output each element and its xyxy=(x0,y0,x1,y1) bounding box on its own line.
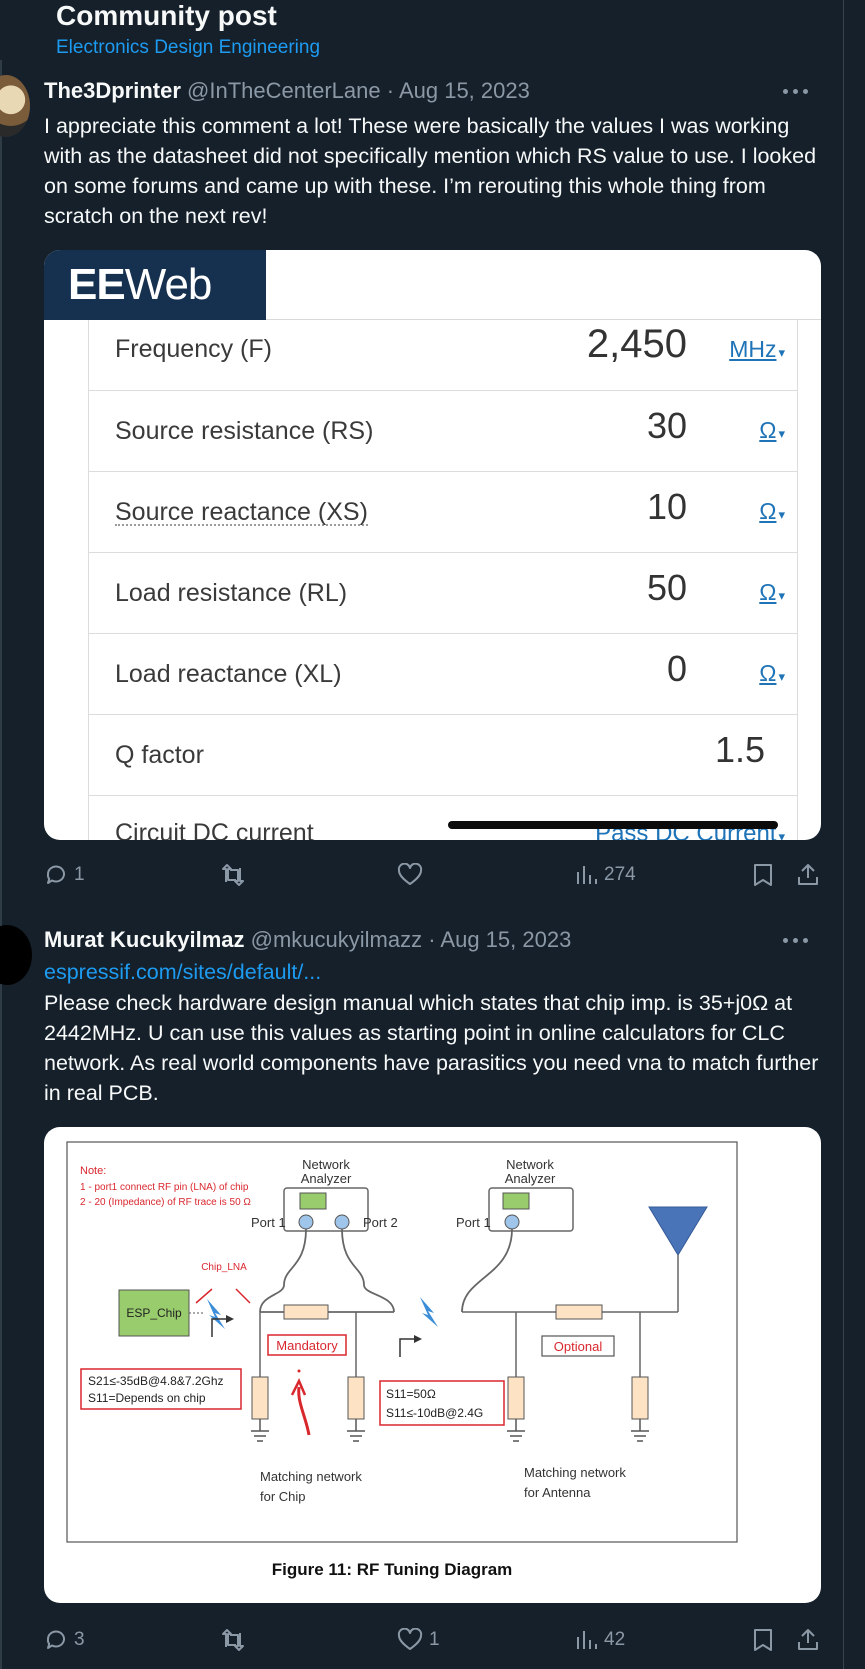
repost-icon xyxy=(222,1629,244,1651)
avatar[interactable] xyxy=(0,75,30,137)
views-count: 42 xyxy=(604,1629,626,1650)
bookmark-button[interactable] xyxy=(752,1620,774,1660)
more-icon[interactable] xyxy=(783,88,809,96)
optional-label: Optional xyxy=(554,1339,603,1354)
reply-count: 1 xyxy=(74,864,85,885)
table-row: Circuit DC current Pass DC Current ▾ xyxy=(89,796,797,840)
note-title: Note: xyxy=(80,1165,106,1177)
network-analyzer-2 xyxy=(488,1187,574,1232)
bookmark-icon xyxy=(754,864,772,886)
community-link[interactable]: Electronics Design Engineering xyxy=(56,37,321,58)
author-name[interactable]: The3Dprinter xyxy=(44,78,181,103)
table-row: Q factor 1.5 xyxy=(89,715,797,796)
table-row: Load reactance (XL) 0 Ω ▾ xyxy=(89,634,797,715)
svg-text:Analyzer: Analyzer xyxy=(505,1171,556,1186)
like-button[interactable]: 1 xyxy=(397,1620,440,1660)
page-title: Community post xyxy=(56,0,277,31)
column-divider xyxy=(843,0,844,1669)
svg-text:Matching network: Matching network xyxy=(524,1465,626,1480)
heart-icon xyxy=(397,1628,423,1650)
figure-caption: Figure 11: RF Tuning Diagram xyxy=(272,1560,513,1579)
mandatory-label: Mandatory xyxy=(276,1338,338,1353)
post-text: Please check hardware design manual whic… xyxy=(44,991,819,1105)
svg-text:S11=Depends on chip: S11=Depends on chip xyxy=(88,1391,206,1405)
action-bar: 3 1 42 xyxy=(0,1620,843,1660)
svg-text:for Chip: for Chip xyxy=(260,1489,306,1504)
share-icon xyxy=(798,1629,818,1650)
post-meta: The3Dprinter @InTheCenterLane · Aug 15, … xyxy=(44,78,530,104)
repost-button[interactable] xyxy=(220,1620,252,1660)
reply-count: 3 xyxy=(74,1629,85,1650)
note-line-2: 2 - 20 (Impedance) of RF trace is 50 Ω xyxy=(80,1197,251,1208)
reply-button[interactable]: 1 xyxy=(44,855,85,895)
share-icon xyxy=(798,864,818,885)
table-row: Frequency (F) 2,450 MHz ▾ xyxy=(89,320,797,391)
views-icon xyxy=(577,1631,597,1649)
svg-text:S11=50Ω: S11=50Ω xyxy=(386,1387,436,1401)
views-count: 274 xyxy=(604,864,636,885)
svg-text:Matching network: Matching network xyxy=(260,1469,362,1484)
svg-text:Network: Network xyxy=(506,1157,554,1172)
rf-tuning-diagram: Note: 1 - port1 connect RF pin (LNA) of … xyxy=(66,1141,738,1579)
post-meta: Murat Kucukyilmaz @mkucukyilmazz · Aug 1… xyxy=(44,927,571,953)
svg-text:Chip_LNA: Chip_LNA xyxy=(201,1262,247,1273)
views-button[interactable]: 42 xyxy=(574,1620,625,1660)
svg-text:Network: Network xyxy=(302,1157,350,1172)
heart-icon xyxy=(397,863,423,885)
svg-text:S21≤-35dB@4.8&7.2Ghz: S21≤-35dB@4.8&7.2Ghz xyxy=(88,1374,224,1388)
post-image[interactable]: EEWeb Frequency (F) 2,450 MHz ▾ Source re… xyxy=(44,250,821,840)
table-row: Source reactance (XS) 10 Ω ▾ xyxy=(89,472,797,553)
share-button[interactable] xyxy=(796,855,820,895)
post-link[interactable]: espressif.com/sites/default/... xyxy=(44,960,322,984)
avatar[interactable] xyxy=(0,925,32,985)
bookmark-button[interactable] xyxy=(752,855,774,895)
bookmark-icon xyxy=(754,1629,772,1651)
divider xyxy=(266,319,821,320)
more-icon[interactable] xyxy=(783,937,809,945)
note-line-1: 1 - port1 connect RF pin (LNA) of chip xyxy=(80,1182,249,1193)
post-image[interactable]: Note: 1 - port1 connect RF pin (LNA) of … xyxy=(44,1127,821,1603)
reply-icon xyxy=(46,865,65,884)
views-icon xyxy=(577,866,597,884)
views-button[interactable]: 274 xyxy=(574,855,636,895)
table-row: Source resistance (RS) 30 Ω ▾ xyxy=(89,391,797,472)
repost-icon xyxy=(222,864,244,886)
post-text: I appreciate this comment a lot! These w… xyxy=(44,114,817,228)
svg-text:Port 2: Port 2 xyxy=(363,1215,398,1230)
author-handle[interactable]: @InTheCenterLane · Aug 15, 2023 xyxy=(187,78,530,103)
reply-button[interactable]: 3 xyxy=(44,1620,85,1660)
svg-text:Port 1: Port 1 xyxy=(251,1215,286,1230)
esp-chip-label: ESP_Chip xyxy=(126,1306,182,1320)
calculator-table: Frequency (F) 2,450 MHz ▾ Source resistan… xyxy=(88,320,798,840)
svg-text:for Antenna: for Antenna xyxy=(524,1485,591,1500)
svg-text:S11≤-10dB@2.4G: S11≤-10dB@2.4G xyxy=(386,1406,483,1420)
reply-icon xyxy=(46,1630,65,1649)
scrollbar[interactable] xyxy=(448,821,778,829)
table-row: Load resistance (RL) 50 Ω ▾ xyxy=(89,553,797,634)
like-button[interactable] xyxy=(397,855,429,895)
svg-text:Port 1: Port 1 xyxy=(456,1215,491,1230)
eeweb-logo: EEWeb xyxy=(44,250,266,320)
author-name[interactable]: Murat Kucukyilmaz xyxy=(44,927,245,952)
action-bar: 1 274 xyxy=(0,855,843,895)
like-count: 1 xyxy=(429,1629,440,1650)
share-button[interactable] xyxy=(796,1620,820,1660)
repost-button[interactable] xyxy=(220,855,252,895)
svg-text:Analyzer: Analyzer xyxy=(301,1171,352,1186)
author-handle[interactable]: @mkucukyilmazz · Aug 15, 2023 xyxy=(250,927,572,952)
thread-line xyxy=(0,60,2,1669)
